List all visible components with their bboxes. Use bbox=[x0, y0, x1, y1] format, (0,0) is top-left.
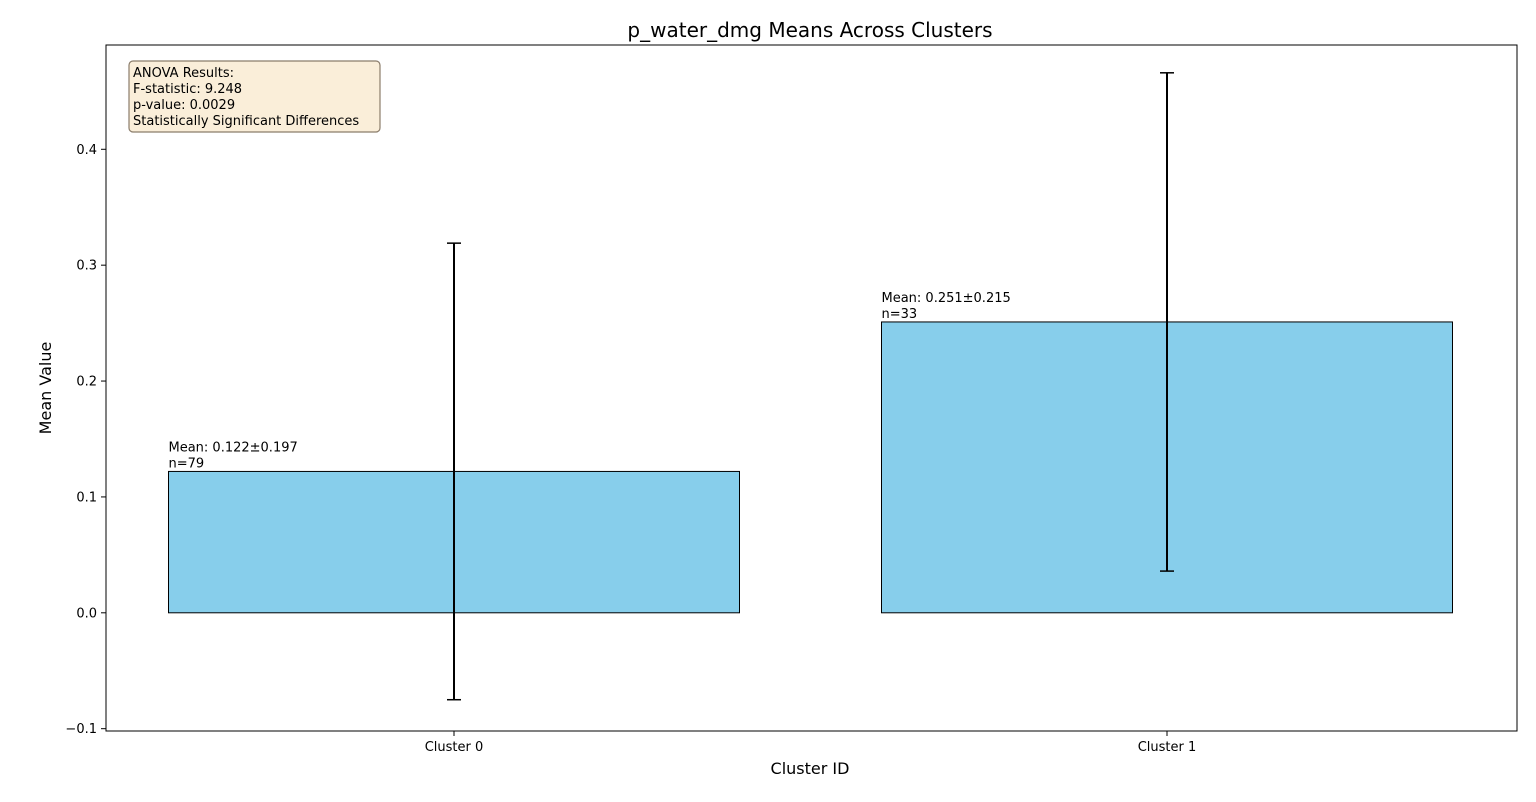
y-axis-title: Mean Value bbox=[36, 342, 55, 435]
bar-label-0-1: n=79 bbox=[169, 456, 205, 471]
chart-title: p_water_dmg Means Across Clusters bbox=[627, 18, 992, 42]
anova-annotation: ANOVA Results:F-statistic: 9.248p-value:… bbox=[128, 60, 381, 133]
anova-box bbox=[128, 60, 381, 133]
anova-line-3: Statistically Significant Differences bbox=[133, 114, 359, 129]
y-tick-label-3: 0.2 bbox=[76, 375, 97, 390]
x-tick-label-1: Cluster 1 bbox=[1138, 740, 1197, 755]
x-tick-label-0: Cluster 0 bbox=[425, 740, 484, 755]
anova-line-1: F-statistic: 9.248 bbox=[133, 82, 242, 97]
bar-label-1-1: n=33 bbox=[882, 307, 918, 322]
y-tick-label-5: 0.4 bbox=[76, 143, 97, 158]
y-axis: −0.1 0.0 0.1 0.2 0.3 0.4 bbox=[65, 143, 106, 737]
x-axis-title: Cluster ID bbox=[771, 759, 850, 778]
y-tick-label-0: −0.1 bbox=[65, 722, 97, 737]
y-tick-label-1: 0.0 bbox=[76, 606, 97, 621]
y-tick-label-2: 0.1 bbox=[76, 490, 97, 505]
bar-label-0-0: Mean: 0.122±0.197 bbox=[169, 440, 298, 455]
error-bars-layer bbox=[447, 72, 1174, 701]
anova-line-2: p-value: 0.0029 bbox=[133, 98, 235, 113]
bars-layer bbox=[168, 321, 1453, 614]
anova-line-0: ANOVA Results: bbox=[133, 66, 234, 81]
bar-label-1-0: Mean: 0.251±0.215 bbox=[882, 291, 1011, 306]
y-tick-label-4: 0.3 bbox=[76, 259, 97, 274]
x-axis: Cluster 0 Cluster 1 bbox=[425, 731, 1197, 755]
plot-frame bbox=[105, 44, 1518, 732]
